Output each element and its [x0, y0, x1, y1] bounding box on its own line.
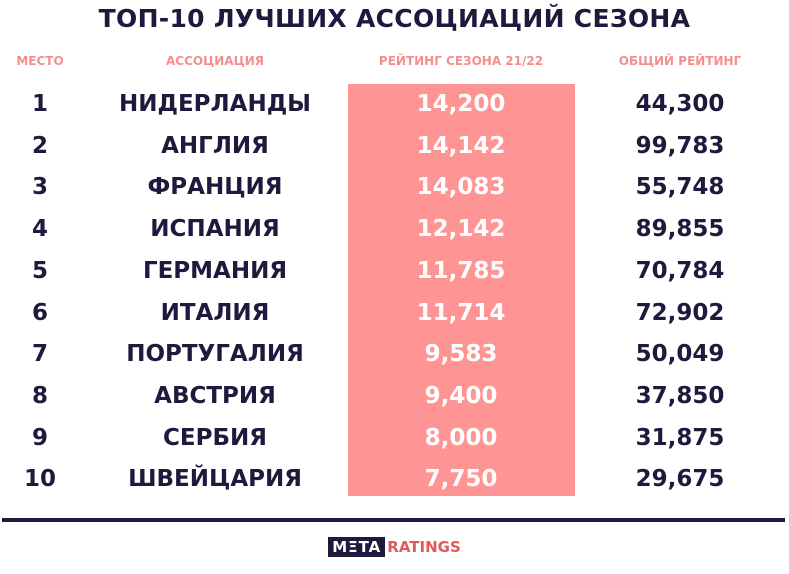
total-rating: 29,675: [635, 466, 725, 493]
season-rating: 14,200: [416, 91, 506, 117]
season-rating: 12,142: [416, 216, 506, 243]
rank: 10: [23, 466, 57, 493]
total-rating: 89,855: [635, 216, 725, 243]
season-rating: 9,400: [424, 382, 498, 409]
association: ГЕРМАНИЯ: [142, 257, 288, 284]
season-rating: 8,000: [424, 424, 498, 451]
divider: [2, 518, 785, 522]
association: ИТАЛИЯ: [160, 299, 270, 326]
association: НИДЕРЛАНДЫ: [118, 91, 312, 117]
total-rating: 70,784: [635, 257, 725, 284]
association: СЕРБИЯ: [163, 424, 267, 451]
rank: 8: [31, 382, 49, 409]
season-rating: 14,142: [416, 132, 506, 159]
season-rating: 9,583: [424, 341, 498, 368]
total-rating: 31,875: [635, 424, 725, 451]
season-rating: 14,083: [416, 174, 506, 201]
association: ШВЕЙЦАРИЯ: [128, 466, 302, 493]
logo-text: RATINGS: [387, 538, 461, 556]
column-header: АССОЦИАЦИЯ: [166, 54, 264, 68]
total-rating: 44,300: [635, 91, 725, 117]
rank: 1: [31, 91, 49, 117]
season-rating: 11,714: [416, 299, 506, 326]
rank: 6: [31, 299, 49, 326]
association: ИСПАНИЯ: [150, 216, 280, 243]
association: АВСТРИЯ: [154, 382, 276, 409]
rank: 7: [31, 341, 49, 368]
total-rating: 72,902: [635, 299, 725, 326]
rank: 4: [31, 216, 49, 243]
total-rating: 37,850: [635, 382, 725, 409]
highlight-column: [348, 84, 575, 496]
rank: 2: [31, 132, 49, 159]
column-header: ОБЩИЙ РЕЙТИНГ: [618, 54, 742, 68]
association: ПОРТУГАЛИЯ: [126, 341, 304, 368]
total-rating: 55,748: [635, 174, 725, 201]
association: АНГЛИЯ: [161, 132, 269, 159]
total-rating: 99,783: [635, 132, 725, 159]
association: ФРАНЦИЯ: [147, 174, 283, 201]
rank: 5: [31, 257, 49, 284]
season-rating: 11,785: [416, 257, 506, 284]
column-header: РЕЙТИНГ СЕЗОНА 21/22: [378, 54, 544, 68]
rank: 9: [31, 424, 49, 451]
rank: 3: [31, 174, 49, 201]
total-rating: 50,049: [635, 341, 725, 368]
logo: MΞTA RATINGS: [0, 537, 789, 557]
season-rating: 7,750: [424, 466, 498, 493]
title: ТОП-10 ЛУЧШИХ АССОЦИАЦИЙ СЕЗОНА: [98, 4, 691, 33]
logo-box: MΞTA: [328, 537, 386, 557]
column-header: МЕСТО: [16, 54, 64, 68]
